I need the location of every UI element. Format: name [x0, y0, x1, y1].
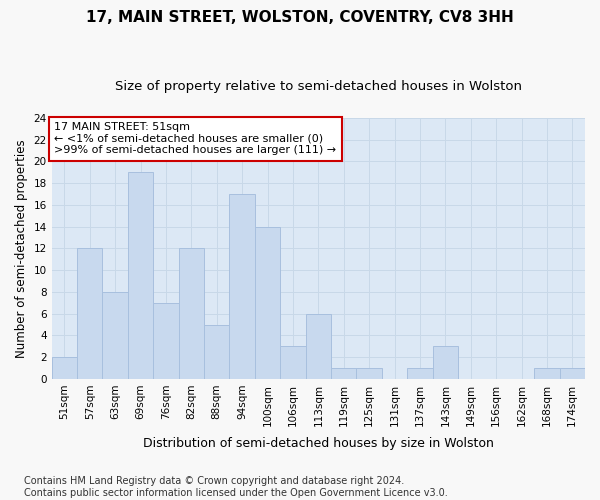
- Bar: [560, 368, 585, 379]
- Text: 17 MAIN STREET: 51sqm
← <1% of semi-detached houses are smaller (0)
>99% of semi: 17 MAIN STREET: 51sqm ← <1% of semi-deta…: [54, 122, 337, 156]
- Bar: [255, 226, 280, 379]
- Bar: [407, 368, 433, 379]
- Bar: [305, 314, 331, 379]
- Bar: [229, 194, 255, 379]
- Bar: [77, 248, 103, 379]
- Bar: [128, 172, 153, 379]
- Bar: [433, 346, 458, 379]
- Bar: [103, 292, 128, 379]
- Bar: [356, 368, 382, 379]
- Text: 17, MAIN STREET, WOLSTON, COVENTRY, CV8 3HH: 17, MAIN STREET, WOLSTON, COVENTRY, CV8 …: [86, 10, 514, 25]
- Bar: [280, 346, 305, 379]
- Bar: [179, 248, 204, 379]
- Y-axis label: Number of semi-detached properties: Number of semi-detached properties: [15, 139, 28, 358]
- Text: Contains HM Land Registry data © Crown copyright and database right 2024.
Contai: Contains HM Land Registry data © Crown c…: [24, 476, 448, 498]
- Bar: [52, 357, 77, 379]
- X-axis label: Distribution of semi-detached houses by size in Wolston: Distribution of semi-detached houses by …: [143, 437, 494, 450]
- Bar: [204, 324, 229, 379]
- Bar: [153, 302, 179, 379]
- Bar: [534, 368, 560, 379]
- Bar: [331, 368, 356, 379]
- Title: Size of property relative to semi-detached houses in Wolston: Size of property relative to semi-detach…: [115, 80, 522, 93]
